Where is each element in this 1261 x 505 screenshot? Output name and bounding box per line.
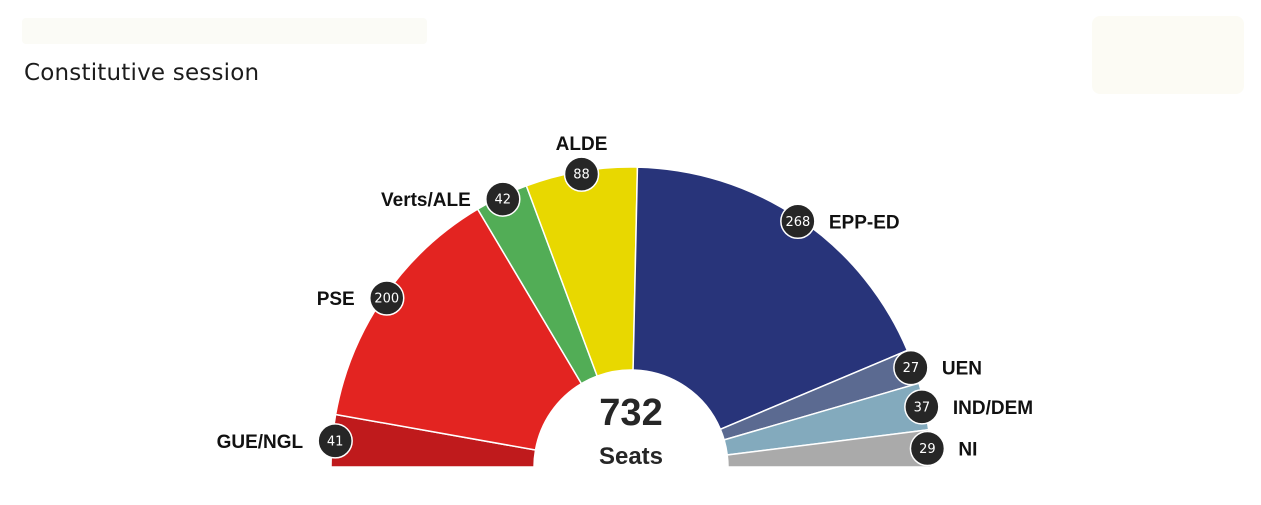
seat-count-ni: 29 xyxy=(919,442,936,457)
badge-circle xyxy=(904,389,940,425)
total-seats: 732 xyxy=(599,392,662,434)
party-label-pse: PSE xyxy=(317,289,355,310)
badge-circle xyxy=(368,280,405,316)
party-label-gue-ngl: GUE/NGL xyxy=(217,432,304,453)
seat-count-badge-verts-ale: 42 xyxy=(485,181,521,217)
party-label-alde: ALDE xyxy=(556,134,608,155)
blurred-logo xyxy=(1092,16,1244,94)
seat-count-uen: 27 xyxy=(903,361,920,376)
chart-subtitle: Constitutive session xyxy=(24,60,260,86)
seat-count-alde: 88 xyxy=(573,168,590,183)
party-label-verts-ale: Verts/ALE xyxy=(381,190,471,211)
badge-circle xyxy=(893,349,929,386)
seat-count-verts-ale: 42 xyxy=(495,193,512,208)
badge-circle xyxy=(317,423,353,459)
seat-count-badge-gue-ngl: 41 xyxy=(317,423,353,459)
seat-count-epp-ed: 268 xyxy=(785,215,810,230)
seat-count-badge-epp-ed: 268 xyxy=(780,203,816,240)
seat-count-badge-uen: 27 xyxy=(893,349,929,386)
party-label-uen: UEN xyxy=(942,359,982,380)
slice-epp-ed[interactable] xyxy=(632,166,909,431)
badge-circle xyxy=(780,203,816,240)
badge-circle xyxy=(485,181,521,217)
badge-circle xyxy=(563,156,600,192)
badge-circle xyxy=(909,430,946,467)
total-seats-label: Seats xyxy=(599,443,663,470)
seat-count-badge-ind-dem: 37 xyxy=(904,389,940,425)
seat-count-badge-ni: 29 xyxy=(909,430,946,467)
seat-count-pse: 200 xyxy=(374,292,399,307)
seat-count-badge-alde: 88 xyxy=(563,156,600,192)
blurred-header-banner xyxy=(22,18,427,44)
seat-count-gue-ngl: 41 xyxy=(327,434,344,449)
slice-pse[interactable] xyxy=(334,208,583,451)
party-label-epp-ed: EPP-ED xyxy=(829,212,900,233)
party-label-ni: NI xyxy=(958,440,977,461)
seat-count-badge-pse: 200 xyxy=(368,280,405,316)
seat-count-ind-dem: 37 xyxy=(914,400,931,415)
party-label-ind-dem: IND/DEM xyxy=(953,398,1033,419)
